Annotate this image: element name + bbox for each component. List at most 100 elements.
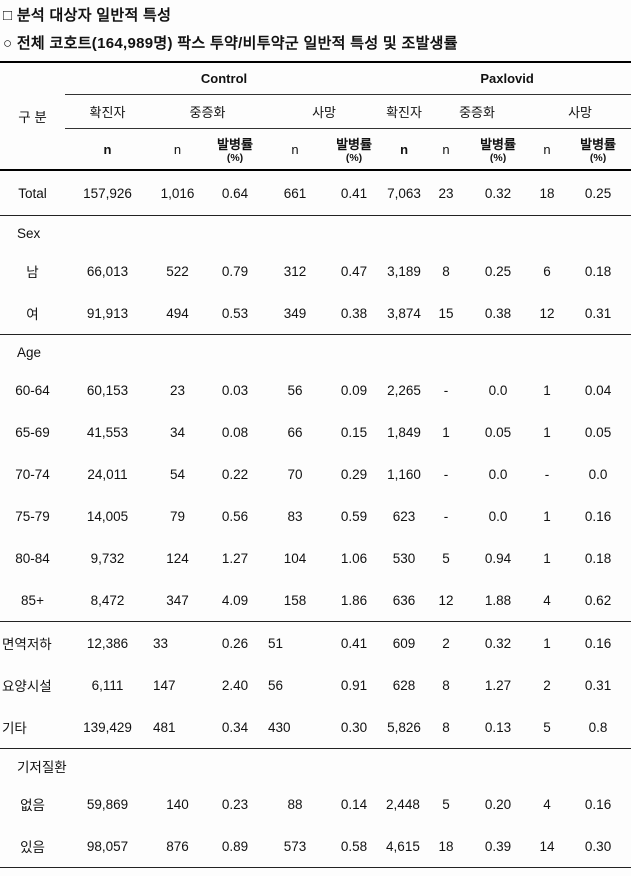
table-body: Total 157,926 1,016 0.64 661 0.41 7,063 23 0.32 1… xyxy=(0,170,631,868)
value-cell: 4 xyxy=(529,579,566,622)
subheader-confirmed-control: 확진자 xyxy=(65,94,150,129)
value-cell: 0.32 xyxy=(467,170,530,216)
value-cell: 56 xyxy=(287,382,303,398)
data-row: 있음 98,057 876 0.89 573 0.58 4,615 18 0.39 14 0.30 xyxy=(0,825,631,868)
data-row: 70-74 24,011 54 0.22 70 0.29 1,160 - 0.0 - 0.0 xyxy=(0,453,631,495)
value-cell: 0.47 xyxy=(340,263,368,279)
value-cell: 1.27 xyxy=(484,677,512,693)
value-cell: 8 xyxy=(442,677,450,693)
value-cell: - xyxy=(544,466,550,482)
row-label: 70-74 xyxy=(15,466,50,482)
value-cell: 0.13 xyxy=(467,706,530,749)
value-cell: 623 xyxy=(392,508,416,524)
value-cell: 430 xyxy=(265,706,325,749)
value-cell: 12 xyxy=(529,292,566,335)
value-cell: 4 xyxy=(543,796,551,812)
value-cell: 5 xyxy=(442,550,450,566)
value-cell: 530 xyxy=(392,550,416,566)
document-header: □ 분석 대상자 일반적 특성 ○ 전체 코호트(164,989명) 팍스 투약… xyxy=(0,0,631,52)
value-cell: 124 xyxy=(166,550,189,566)
value-cell: 56 xyxy=(268,677,284,693)
section-row: Age xyxy=(0,335,631,370)
value-cell: 66 xyxy=(287,424,303,440)
data-row: Total 157,926 1,016 0.64 661 0.41 7,063 23 0.32 1… xyxy=(0,170,631,216)
value-cell: 2.40 xyxy=(221,677,249,693)
value-cell: 0.04 xyxy=(584,382,612,398)
value-cell: 70 xyxy=(287,466,303,482)
value-cell: 573 xyxy=(283,838,307,854)
value-cell: 9,732 xyxy=(90,550,125,566)
value-cell: 59,869 xyxy=(86,796,129,812)
subheader-severe-control: 중증화 xyxy=(150,94,265,129)
value-cell: 0.59 xyxy=(340,508,368,524)
value-cell: 1 xyxy=(442,424,450,440)
data-row: 60-64 60,153 23 0.03 56 0.09 2,265 - 0.0 1 0.04 xyxy=(0,369,631,411)
measure-header: 발병률 (%) xyxy=(325,128,384,171)
value-cell: 0.15 xyxy=(340,424,368,440)
value-cell: 0.08 xyxy=(221,424,249,440)
row-label: 60-64 xyxy=(15,382,50,398)
row-label: 85+ xyxy=(0,579,65,622)
value-cell: 139,429 xyxy=(65,706,150,749)
value-cell: 54 xyxy=(169,466,186,482)
value-cell: 51 xyxy=(268,635,284,651)
subheader-severe-paxlovid: 중증화 xyxy=(425,94,530,129)
measure-header: 발병률 (%) xyxy=(565,128,631,171)
value-cell: 522 xyxy=(166,263,189,279)
value-cell: 12,386 xyxy=(86,635,129,651)
measure-header: n xyxy=(150,128,205,171)
value-cell: 104 xyxy=(283,550,307,566)
doc-title-main: □ 분석 대상자 일반적 특성 xyxy=(3,7,172,24)
value-cell: 88 xyxy=(287,796,303,812)
subheader-death-control: 사망 xyxy=(265,94,384,129)
value-cell: 0.38 xyxy=(467,292,530,335)
row-label: 면역저하 xyxy=(2,637,52,652)
value-cell: 1,016 xyxy=(150,170,205,216)
value-cell: 0.18 xyxy=(584,550,612,566)
measure-header: n xyxy=(265,128,325,171)
value-cell: 1.27 xyxy=(221,550,249,566)
value-cell: 23 xyxy=(169,382,186,398)
value-cell: 4,615 xyxy=(386,838,420,854)
row-label: 65-69 xyxy=(15,424,50,440)
value-cell: 0.79 xyxy=(221,263,249,279)
value-cell: 33 xyxy=(153,635,169,651)
value-cell: 5 xyxy=(529,706,566,749)
data-row: 없음 59,869 140 0.23 88 0.14 2,448 5 0.20 4 0.16 xyxy=(0,783,631,825)
value-cell: 0.25 xyxy=(484,263,512,279)
table-header: 구 분 Control Paxlovid 확진자 중증화 사망 확진자 중증화 … xyxy=(0,62,631,171)
value-cell: 1,849 xyxy=(387,424,421,440)
measure-header: n xyxy=(529,128,566,171)
value-cell: 2,448 xyxy=(386,796,420,812)
value-cell: 0.41 xyxy=(325,170,384,216)
value-cell: 140 xyxy=(166,796,189,812)
value-cell: 8,472 xyxy=(65,579,150,622)
value-cell: 0.16 xyxy=(584,508,612,524)
value-cell: 0.25 xyxy=(565,170,631,216)
value-cell: 0.0 xyxy=(488,382,508,398)
value-cell: 0.0 xyxy=(588,466,608,482)
value-cell: 8 xyxy=(442,263,450,279)
section-row: Sex xyxy=(0,216,631,251)
value-cell: 0.58 xyxy=(340,838,368,854)
value-cell: 60,153 xyxy=(86,382,129,398)
data-row: 75-79 14,005 79 0.56 83 0.59 623 - 0.0 1 0.16 xyxy=(0,495,631,537)
row-label: 기타 xyxy=(0,706,65,749)
group-header-control: Control xyxy=(65,62,384,95)
data-row: 65-69 41,553 34 0.08 66 0.15 1,849 1 0.05 1 0.05 xyxy=(0,411,631,453)
value-cell: 0.05 xyxy=(484,424,512,440)
value-cell: 98,057 xyxy=(86,838,129,854)
value-cell: 2 xyxy=(442,635,450,651)
value-cell: 0.23 xyxy=(221,796,249,812)
value-cell: 0.94 xyxy=(484,550,512,566)
section-label: 기저질환 xyxy=(17,760,67,775)
row-label: 여 xyxy=(0,292,65,335)
row-label: 없음 xyxy=(20,798,45,813)
value-cell: 0.32 xyxy=(484,635,512,651)
value-cell: 0.20 xyxy=(484,796,512,812)
value-cell: 349 xyxy=(265,292,325,335)
row-label: 남 xyxy=(26,265,39,280)
value-cell: 0.56 xyxy=(221,508,249,524)
value-cell: 0.31 xyxy=(565,292,631,335)
value-cell: 0.0 xyxy=(488,508,508,524)
